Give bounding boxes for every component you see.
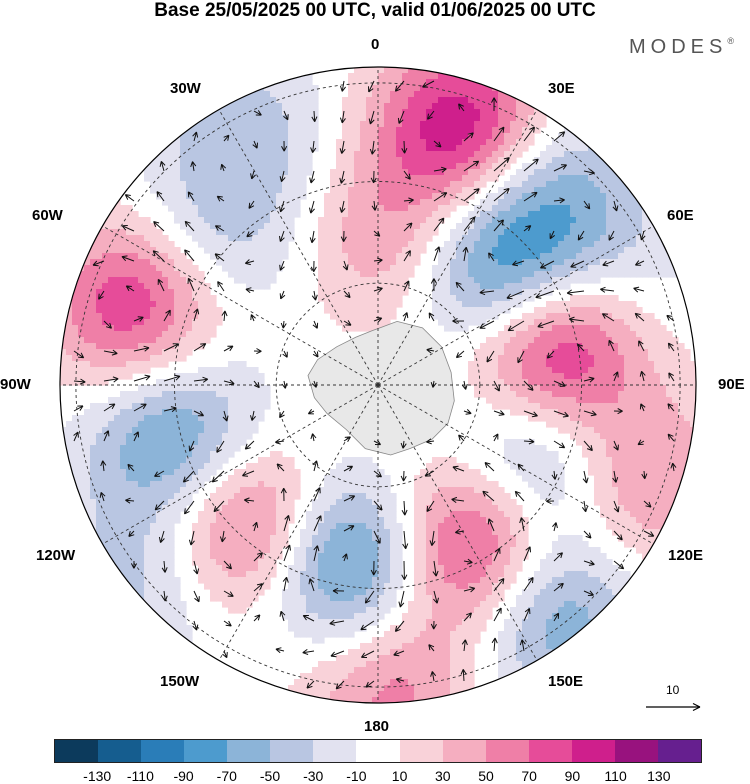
- colorbar-tick-label: 130: [647, 768, 670, 784]
- colorbar-tick-label: -30: [303, 768, 323, 784]
- lon-label-150w: 150W: [160, 673, 199, 690]
- colorbar-tick-label: 30: [435, 768, 451, 784]
- reference-arrow-icon: [644, 683, 704, 723]
- colorbar-tick-label: -10: [346, 768, 366, 784]
- colorbar-tick-label: 10: [392, 768, 408, 784]
- lon-label-180: 180: [364, 718, 389, 735]
- colorbar-swatch: [658, 740, 701, 762]
- colorbar-tick-label: -50: [260, 768, 280, 784]
- colorbar-swatch: [572, 740, 615, 762]
- colorbar-tick-label: -130: [83, 768, 111, 784]
- lon-label-0: 0: [371, 36, 379, 53]
- colorbar-swatch: [615, 740, 658, 762]
- polar-map: [0, 0, 750, 735]
- colorbar-tick-label: -90: [173, 768, 193, 784]
- colorbar-tick-label: 70: [521, 768, 537, 784]
- lon-label-90e: 90E: [718, 376, 745, 393]
- colorbar-swatch: [184, 740, 227, 762]
- lon-label-30e: 30E: [548, 80, 575, 97]
- colorbar-swatch: [400, 740, 443, 762]
- colorbar-swatch: [486, 740, 529, 762]
- colorbar-swatch: [141, 740, 184, 762]
- lon-label-90w: 90W: [0, 376, 31, 393]
- colorbar-tick-label: 90: [565, 768, 581, 784]
- colorbar: [54, 739, 702, 763]
- colorbar-swatch: [98, 740, 141, 762]
- colorbar-tick-label: 50: [478, 768, 494, 784]
- lon-label-150e: 150E: [548, 673, 583, 690]
- colorbar-swatch: [55, 740, 98, 762]
- colorbar-tick-label: 110: [604, 768, 626, 784]
- colorbar-tick-label: -70: [217, 768, 237, 784]
- colorbar-swatch: [227, 740, 270, 762]
- lon-label-60e: 60E: [667, 207, 694, 224]
- colorbar-swatch: [356, 740, 399, 762]
- lon-label-60w: 60W: [32, 207, 63, 224]
- colorbar-swatch: [313, 740, 356, 762]
- reference-vector: 10: [644, 683, 704, 723]
- lon-label-120w: 120W: [36, 547, 75, 564]
- antarctica-landmass: [308, 321, 454, 455]
- colorbar-swatch: [529, 740, 572, 762]
- lon-label-30w: 30W: [170, 80, 201, 97]
- lon-label-120e: 120E: [668, 547, 703, 564]
- colorbar-swatch: [270, 740, 313, 762]
- colorbar-tick-label: -110: [127, 768, 154, 784]
- colorbar-ticks: -130 -110 -90 -70 -50 -30 -10 10 30 50 70 90 110 130: [0, 768, 750, 784]
- colorbar-swatch: [443, 740, 486, 762]
